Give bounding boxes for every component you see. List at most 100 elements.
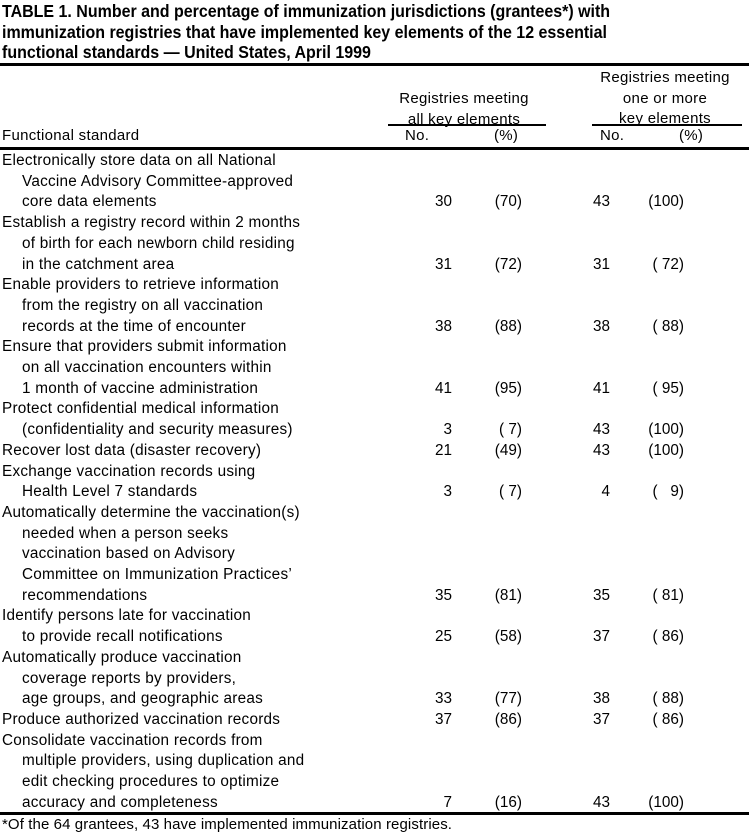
title-line: functional standards — United States, Ap…	[2, 42, 371, 62]
one-no-cell: 38	[592, 690, 610, 708]
standard-text-line: Recover lost data (disaster recovery)	[2, 441, 262, 459]
table-row: Recover lost data (disaster recovery) 21 (…	[0, 441, 684, 462]
standard-text-line: 1 month of vaccine administration	[22, 379, 259, 397]
table-row: Identify persons late for vaccination to …	[0, 606, 684, 647]
table-title: TABLE 1. Number and percentage of immuni…	[2, 1, 695, 63]
all-no-cell: 21	[434, 441, 452, 459]
one-pct-cell: ( 95)	[652, 379, 684, 397]
all-no-cell: 38	[434, 317, 452, 335]
table-row: Automatically determine the vaccination(…	[0, 503, 684, 607]
one-no-cell: 43	[592, 421, 610, 439]
functional-standard-cell: Exchange vaccination records using Health…	[0, 462, 392, 503]
functional-standard-cell: Recover lost data (disaster recovery)	[0, 441, 392, 462]
standard-text-line: coverage reports by providers,	[22, 669, 237, 687]
title-line: TABLE 1. Number and percentage of immuni…	[2, 1, 611, 21]
standard-text-line: multiple providers, using duplication an…	[22, 752, 305, 770]
all-pct-cell: (16)	[494, 793, 522, 811]
one-no-cell: 43	[592, 441, 610, 459]
table-row: Automatically produce vaccination coverag…	[0, 648, 684, 710]
table-row: Ensure that providers submit information…	[0, 337, 684, 399]
all-no-cell: 3	[443, 421, 452, 439]
header-functional-standard: Functional standard	[2, 127, 140, 144]
one-pct-cell: ( 86)	[652, 628, 684, 646]
one-pct-cell: (100)	[648, 421, 684, 439]
one-pct-cell: (100)	[648, 193, 684, 211]
functional-standard-cell: Ensure that providers submit information…	[0, 337, 392, 399]
functional-standard-cell: Protect confidential medical information…	[0, 399, 392, 440]
group-one-rule	[592, 124, 742, 126]
one-no-cell: 4	[601, 483, 610, 501]
standard-text-line: in the catchment area	[22, 255, 175, 273]
one-no-cell: 43	[592, 793, 610, 811]
top-rule	[0, 63, 749, 66]
all-pct-cell: (81)	[494, 586, 522, 604]
standard-text-line: Identify persons late for vaccination	[2, 607, 252, 625]
standard-text-line: to provide recall notifications	[22, 628, 223, 646]
one-no-cell: 37	[592, 710, 610, 728]
all-pct-cell: (72)	[494, 255, 522, 273]
header-pct-all: (%)	[494, 127, 519, 144]
one-pct-cell: ( 88)	[652, 317, 684, 335]
standard-text-line: Committee on Immunization Practices’	[22, 566, 292, 584]
header-text: key elements	[619, 110, 711, 127]
header-pct-one: (%)	[679, 127, 704, 144]
functional-standard-cell: Automatically determine the vaccination(…	[0, 503, 392, 607]
data-table: Electronically store data on all Nationa…	[0, 151, 684, 814]
footnote: *Of the 64 grantees, 43 have implemented…	[2, 816, 453, 833]
one-pct-cell: (100)	[648, 793, 684, 811]
all-no-cell: 3	[443, 483, 452, 501]
header-no-all: No.	[405, 127, 430, 144]
header-text: Registries meeting	[600, 69, 730, 86]
one-no-cell: 41	[592, 379, 610, 397]
table-row: Electronically store data on all Nationa…	[0, 151, 684, 213]
table-row: Protect confidential medical information…	[0, 399, 684, 440]
one-no-cell: 38	[592, 317, 610, 335]
all-pct-cell: (70)	[494, 193, 522, 211]
all-pct-cell: (49)	[494, 441, 522, 459]
all-no-cell: 31	[434, 255, 452, 273]
one-no-cell: 37	[592, 628, 610, 646]
all-no-cell: 41	[434, 379, 452, 397]
standard-text-line: of birth for each newborn child residing	[22, 234, 295, 252]
table-row: Consolidate vaccination records from mult…	[0, 731, 684, 814]
header-no-one: No.	[600, 127, 625, 144]
all-pct-cell: (95)	[494, 379, 522, 397]
all-no-cell: 33	[434, 690, 452, 708]
standard-text-line: Consolidate vaccination records from	[2, 731, 263, 749]
one-pct-cell: (100)	[648, 441, 684, 459]
standard-text-line: on all vaccination encounters within	[22, 359, 272, 377]
standard-text-line: Vaccine Advisory Committee-approved	[22, 172, 294, 190]
title-line: immunization registries that have implem…	[2, 21, 607, 42]
standard-text-line: core data elements	[22, 193, 157, 211]
all-pct-cell: ( 7)	[499, 421, 522, 439]
standard-text-line: Produce authorized vaccination records	[2, 710, 281, 728]
one-pct-cell: ( 86)	[652, 710, 684, 728]
standard-text-line: vaccination based on Advisory	[22, 545, 236, 563]
one-no-cell: 31	[592, 255, 610, 273]
all-no-cell: 30	[434, 193, 452, 211]
header-rule	[0, 147, 749, 150]
table-row: Establish a registry record within 2 mon…	[0, 213, 684, 275]
header-text: one or more	[622, 89, 708, 107]
standard-text-line: age groups, and geographic areas	[22, 690, 264, 708]
one-pct-cell: ( 81)	[652, 586, 684, 604]
all-no-cell: 7	[443, 793, 452, 811]
functional-standard-cell: Consolidate vaccination records from mult…	[0, 731, 392, 814]
all-pct-cell: ( 7)	[499, 483, 522, 501]
standard-text-line: Electronically store data on all Nationa…	[2, 152, 276, 169]
standard-text-line: Enable providers to retrieve information	[2, 276, 279, 294]
standard-text-line: recommendations	[22, 586, 148, 604]
table-row: Exchange vaccination records using Health…	[0, 462, 684, 503]
table-row: Produce authorized vaccination records 37…	[0, 710, 684, 731]
all-pct-cell: (88)	[494, 317, 522, 335]
standard-text-line: needed when a person seeks	[22, 524, 229, 542]
standard-text-line: edit checking procedures to optimize	[22, 773, 280, 791]
one-no-cell: 43	[592, 193, 610, 211]
all-pct-cell: (86)	[494, 710, 522, 728]
one-pct-cell: ( 9)	[652, 483, 684, 501]
all-no-cell: 35	[434, 586, 452, 604]
header-group-one: Registries meeting one or more key eleme…	[582, 68, 748, 130]
standard-text-line: Exchange vaccination records using	[2, 462, 256, 480]
one-pct-cell: ( 72)	[652, 255, 684, 273]
standard-text-line: (confidentiality and security measures)	[22, 421, 293, 439]
